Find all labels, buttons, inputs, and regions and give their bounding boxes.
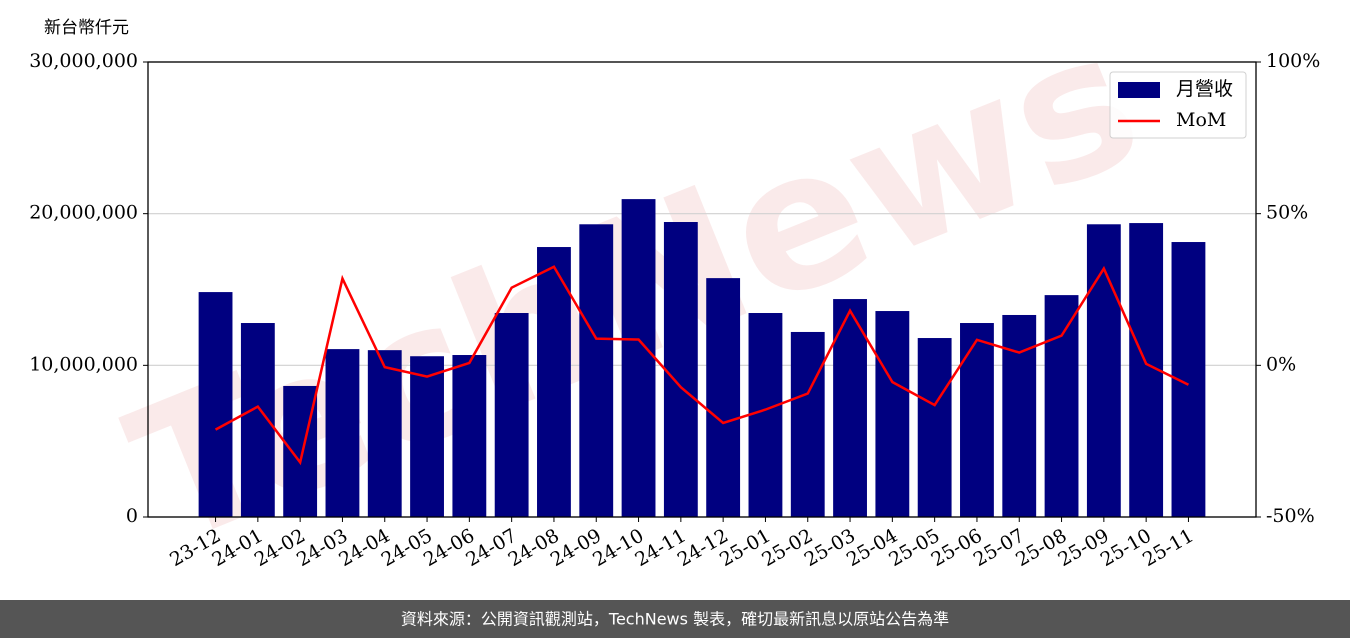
line <box>214 265 1190 466</box>
y2-tick-label: 100% <box>1266 50 1320 72</box>
legend-swatch <box>1118 82 1160 98</box>
bar <box>1044 295 1079 517</box>
bar <box>1086 224 1121 518</box>
bar <box>663 222 698 517</box>
bar <box>875 311 910 517</box>
plot-frame <box>147 61 1257 518</box>
bar <box>748 313 783 517</box>
bar <box>960 323 994 517</box>
bar <box>579 224 614 518</box>
y-tick-label: 20,000,000 <box>29 202 138 224</box>
y2-tick-label: 0% <box>1266 353 1296 375</box>
bar <box>198 292 233 517</box>
y-tick-label: 0 <box>126 505 138 527</box>
bar <box>1002 314 1037 517</box>
bar <box>790 331 825 517</box>
bar <box>283 385 318 517</box>
y-tick-label: 10,000,000 <box>29 353 138 375</box>
y2-tick-label: 50% <box>1266 202 1308 224</box>
bar <box>367 350 402 517</box>
bar <box>494 313 529 517</box>
bar <box>537 247 571 518</box>
bar <box>917 338 952 517</box>
bar <box>706 278 741 517</box>
legend-label: MoM <box>1176 109 1226 131</box>
bar <box>325 349 360 517</box>
footer: 資料來源：公開資訊觀測站，TechNews 製表，確切最新訊息以原站公告為準 <box>401 610 949 629</box>
footer-bar <box>0 600 1350 638</box>
bar <box>452 355 487 517</box>
y2-tick-label: -50% <box>1266 505 1315 527</box>
bar <box>410 356 444 517</box>
y-axis-label: 新台幣仟元 <box>44 18 129 38</box>
y-tick-label: 30,000,000 <box>29 50 138 72</box>
bar <box>621 199 656 517</box>
legend-label: 月營收 <box>1176 78 1233 100</box>
bar <box>240 323 275 517</box>
